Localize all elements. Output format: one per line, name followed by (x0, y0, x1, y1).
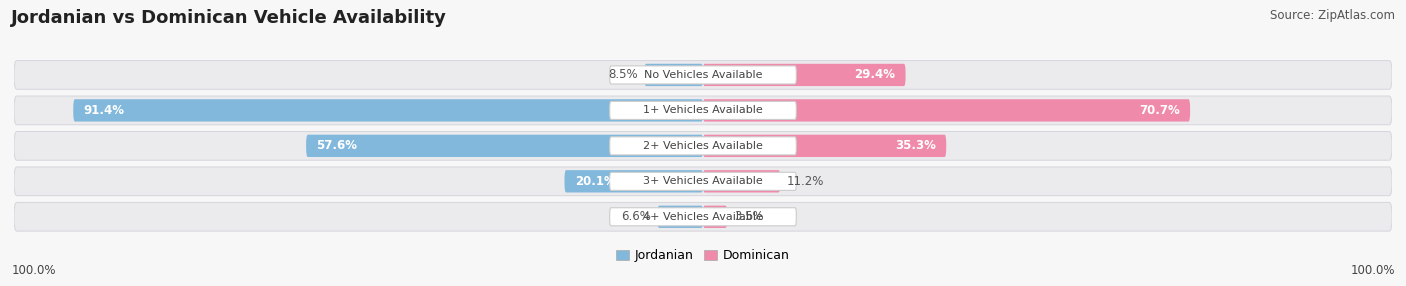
FancyBboxPatch shape (564, 170, 703, 192)
Text: 70.7%: 70.7% (1139, 104, 1180, 117)
Text: 3.5%: 3.5% (734, 210, 763, 223)
Text: 57.6%: 57.6% (316, 139, 357, 152)
FancyBboxPatch shape (610, 208, 796, 226)
FancyBboxPatch shape (703, 170, 780, 192)
Legend: Jordanian, Dominican: Jordanian, Dominican (612, 244, 794, 267)
FancyBboxPatch shape (658, 206, 703, 228)
Text: 4+ Vehicles Available: 4+ Vehicles Available (643, 212, 763, 222)
FancyBboxPatch shape (610, 101, 796, 120)
FancyBboxPatch shape (610, 172, 796, 190)
FancyBboxPatch shape (14, 96, 1392, 125)
FancyBboxPatch shape (14, 167, 1392, 196)
FancyBboxPatch shape (14, 132, 1392, 160)
Text: 3+ Vehicles Available: 3+ Vehicles Available (643, 176, 763, 186)
Text: Source: ZipAtlas.com: Source: ZipAtlas.com (1270, 9, 1395, 21)
Text: Jordanian vs Dominican Vehicle Availability: Jordanian vs Dominican Vehicle Availabil… (11, 9, 447, 27)
Text: 29.4%: 29.4% (855, 68, 896, 82)
Text: 100.0%: 100.0% (11, 265, 56, 277)
Text: 6.6%: 6.6% (621, 210, 651, 223)
FancyBboxPatch shape (73, 99, 703, 122)
FancyBboxPatch shape (307, 135, 703, 157)
Text: 2+ Vehicles Available: 2+ Vehicles Available (643, 141, 763, 151)
FancyBboxPatch shape (14, 202, 1392, 231)
FancyBboxPatch shape (703, 99, 1189, 122)
Text: 35.3%: 35.3% (896, 139, 936, 152)
Text: 20.1%: 20.1% (575, 175, 616, 188)
FancyBboxPatch shape (610, 137, 796, 155)
Text: 91.4%: 91.4% (83, 104, 125, 117)
FancyBboxPatch shape (703, 135, 946, 157)
Text: 11.2%: 11.2% (787, 175, 824, 188)
FancyBboxPatch shape (644, 64, 703, 86)
Text: 1+ Vehicles Available: 1+ Vehicles Available (643, 106, 763, 115)
FancyBboxPatch shape (610, 66, 796, 84)
Text: 100.0%: 100.0% (1350, 265, 1395, 277)
FancyBboxPatch shape (703, 64, 905, 86)
Text: 8.5%: 8.5% (607, 68, 637, 82)
FancyBboxPatch shape (703, 206, 727, 228)
Text: No Vehicles Available: No Vehicles Available (644, 70, 762, 80)
FancyBboxPatch shape (14, 61, 1392, 89)
